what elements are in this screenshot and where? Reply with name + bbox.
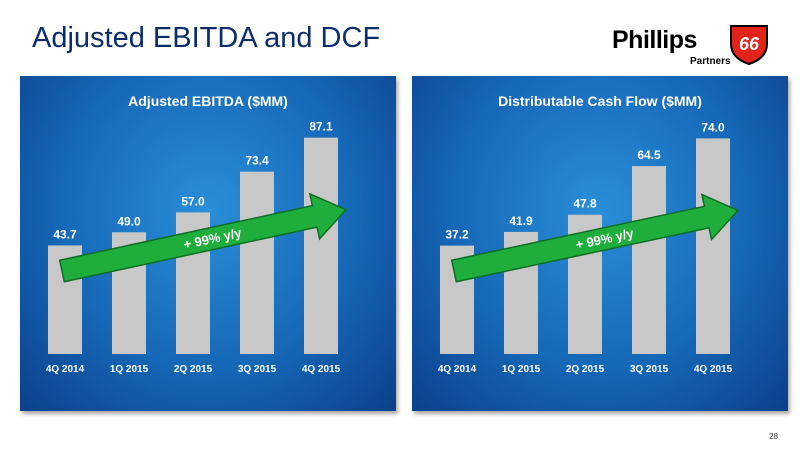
page-number: 28 (769, 432, 778, 441)
ebitda-value-label: 87.1 (309, 120, 333, 134)
dcf-category-label: 3Q 2015 (630, 364, 669, 375)
dcf-value-label: 41.9 (509, 214, 533, 228)
dcf-value-label: 74.0 (701, 120, 725, 134)
logo-wordmark: Phillips (612, 26, 697, 54)
ebitda-chart-title: Adjusted EBITDA ($MM) (128, 93, 288, 109)
ebitda-bar (240, 171, 274, 354)
dcf-value-label: 64.5 (637, 148, 661, 162)
dcf-chart: Distributable Cash Flow ($MM) 37.2 4Q 2014… (438, 93, 740, 375)
logo-number: 66 (739, 34, 760, 54)
dcf-category-label: 4Q 2014 (438, 364, 477, 375)
ebitda-bar (304, 137, 338, 354)
ebitda-chart: Adjusted EBITDA ($MM) 43.7 4Q 2014 49.0 1Q 2… (46, 93, 348, 375)
ebitda-value-label: 43.7 (53, 227, 77, 241)
ebitda-category-label: 1Q 2015 (110, 364, 149, 375)
ebitda-category-label: 2Q 2015 (174, 364, 213, 375)
dcf-chart-title: Distributable Cash Flow ($MM) (498, 93, 702, 109)
dcf-category-label: 2Q 2015 (566, 364, 605, 375)
ebitda-panel: Adjusted EBITDA ($MM) 43.7 4Q 2014 49.0 1Q 2… (20, 76, 396, 411)
shield-icon: 66 (730, 25, 768, 66)
dcf-bar (696, 138, 730, 354)
phillips66-logo: Phillips 66 Partners (612, 18, 772, 72)
ebitda-category-label: 3Q 2015 (238, 364, 277, 375)
ebitda-value-label: 73.4 (245, 154, 269, 168)
dcf-growth-arrow: + 99% y/y (450, 193, 740, 283)
dcf-value-label: 47.8 (573, 197, 597, 211)
dcf-bar (632, 166, 666, 354)
dcf-value-label: 37.2 (445, 228, 469, 242)
ebitda-value-label: 49.0 (117, 214, 141, 228)
ebitda-category-label: 4Q 2015 (302, 364, 341, 375)
dcf-category-label: 4Q 2015 (694, 364, 733, 375)
ebitda-category-label: 4Q 2014 (46, 364, 85, 375)
dcf-panel: Distributable Cash Flow ($MM) 37.2 4Q 2014… (412, 76, 788, 411)
logo-subtitle: Partners (690, 56, 731, 67)
dcf-category-label: 1Q 2015 (502, 364, 541, 375)
ebitda-value-label: 57.0 (181, 194, 205, 208)
page-title: Adjusted EBITDA and DCF (32, 22, 381, 54)
